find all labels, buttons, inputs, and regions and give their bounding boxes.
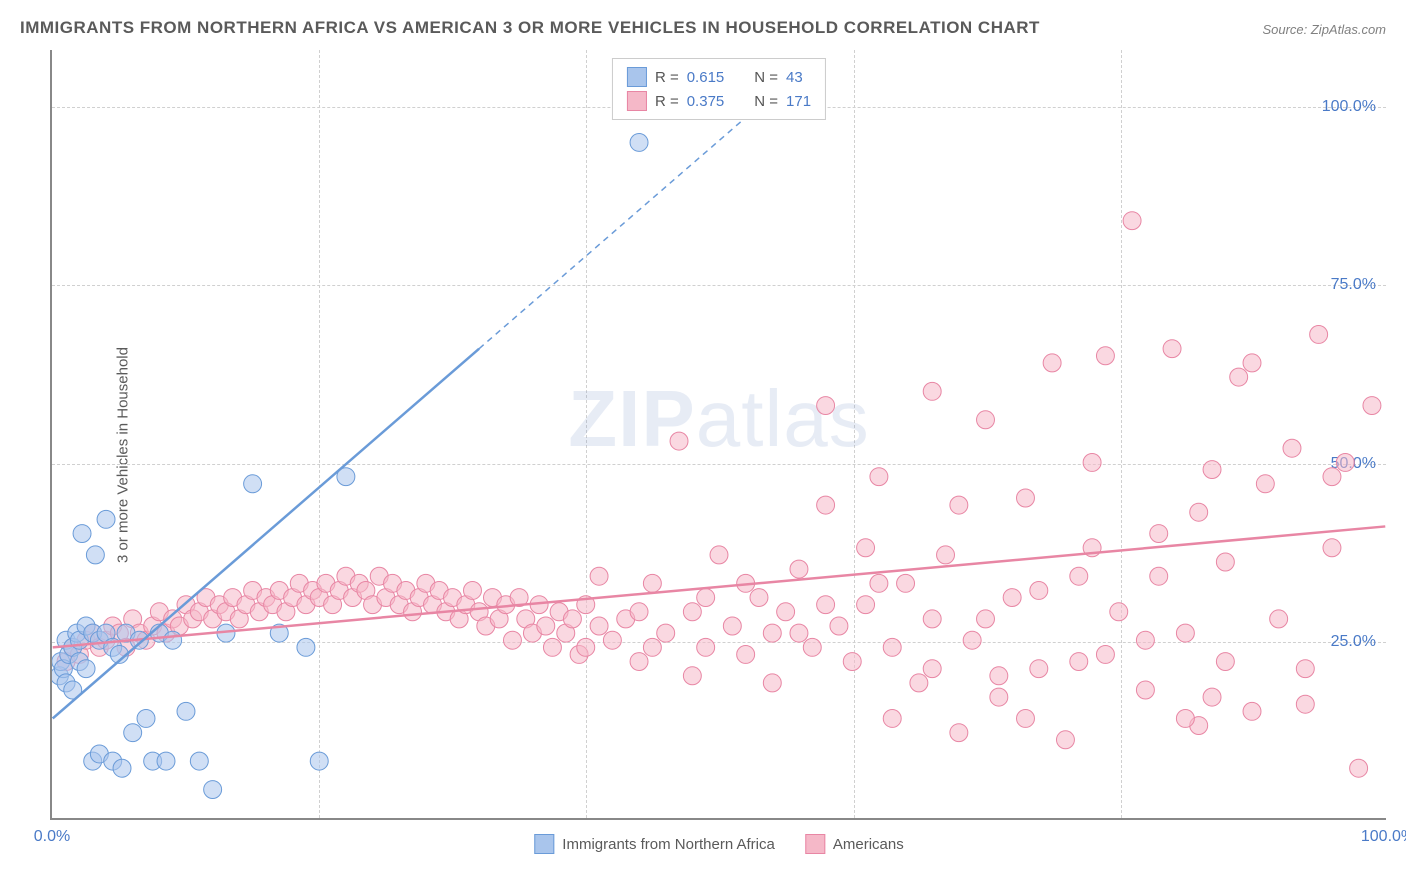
chart-container: 3 or more Vehicles in Household ZIPatlas…	[50, 50, 1386, 860]
n-label: N =	[754, 93, 778, 110]
legend-item-pink: Americans	[805, 834, 904, 854]
legend-stats-row-blue: R = 0.615 N = 43	[627, 65, 811, 89]
legend-stats: R = 0.615 N = 43 R = 0.375 N = 171	[612, 58, 826, 120]
r-value-pink: 0.375	[687, 93, 725, 110]
swatch-pink-bottom	[805, 834, 825, 854]
source-attribution: Source: ZipAtlas.com	[1262, 22, 1386, 37]
series-label-blue: Immigrants from Northern Africa	[562, 836, 775, 853]
r-value-blue: 0.615	[687, 69, 725, 86]
n-label: N =	[754, 69, 778, 86]
r-label: R =	[655, 93, 679, 110]
x-tick-label: 100.0%	[1361, 828, 1406, 846]
n-value-blue: 43	[786, 69, 803, 86]
swatch-pink	[627, 91, 647, 111]
x-tick-label: 0.0%	[34, 828, 70, 846]
legend-item-blue: Immigrants from Northern Africa	[534, 834, 775, 854]
plot-area: ZIPatlas R = 0.615 N = 43 R = 0.375 N = …	[50, 50, 1386, 820]
swatch-blue-bottom	[534, 834, 554, 854]
chart-title: IMMIGRANTS FROM NORTHERN AFRICA VS AMERI…	[20, 18, 1040, 38]
swatch-blue	[627, 67, 647, 87]
series-label-pink: Americans	[833, 836, 904, 853]
r-label: R =	[655, 69, 679, 86]
legend-series: Immigrants from Northern Africa American…	[534, 834, 903, 854]
n-value-pink: 171	[786, 93, 811, 110]
legend-stats-row-pink: R = 0.375 N = 171	[627, 89, 811, 113]
scatter-svg	[52, 50, 1386, 818]
